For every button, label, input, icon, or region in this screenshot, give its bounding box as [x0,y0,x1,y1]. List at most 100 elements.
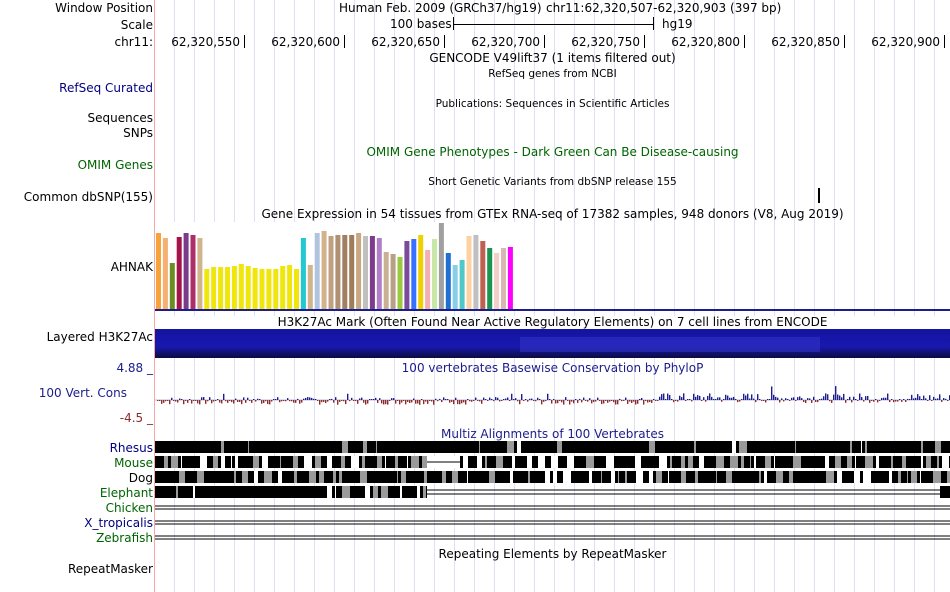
multiz-mismatch [365,486,370,498]
multiz-mismatch [699,456,704,468]
phylop-negative-bar [229,400,231,401]
phylop-negative-bar [585,400,587,401]
phylop-negative-bar [675,400,677,401]
multiz-mismatch [213,456,218,468]
gtex-tissue-bar [411,239,417,309]
phylop-positive-bar [933,396,935,400]
gencode-track-title[interactable]: GENCODE V49lift37 (1 items filtered out) [429,51,676,65]
multiz-mismatch [422,456,429,468]
phylop-positive-bar [833,394,835,400]
phylop-positive-bar [753,398,755,400]
phylop-negative-bar [633,400,635,402]
phylop-wiggle[interactable] [155,375,950,431]
phylop-negative-bar [471,400,473,402]
multiz-mismatch [730,456,738,468]
refseq-track-title[interactable]: RefSeq genes from NCBI [488,68,617,80]
species-rhesus[interactable]: Rhesus [109,441,153,455]
multiz-alignment[interactable] [155,441,950,546]
multiz-mismatch [264,471,272,483]
phylop-negative-bar [325,400,327,404]
phylop-negative-bar [763,400,765,401]
phylop-negative-bar [383,400,385,405]
gtex-track-title[interactable]: Gene Expression in 54 tissues from GTEx … [261,207,844,221]
phylop-positive-bar [791,397,793,400]
phylop-positive-bar [243,397,245,400]
phylop-positive-bar [515,398,517,400]
omim-track-label[interactable]: OMIM Genes [77,158,153,172]
publications-track-title[interactable]: Publications: Sequences in Scientific Ar… [435,98,670,110]
phylop-negative-bar [317,400,319,401]
multiz-mismatch [377,456,382,468]
phylop-negative-bar [685,400,687,401]
multiz-mismatch [333,471,336,483]
phylop-negative-bar [227,400,229,403]
phylop-negative-bar [293,400,295,403]
phylop-positive-bar [497,397,499,400]
repeatmasker-track-label[interactable]: RepeatMasker [67,562,153,576]
scale-bar [453,24,653,25]
phylop-positive-bar [203,397,205,400]
phylop-negative-bar [173,400,175,401]
refseq-track-label[interactable]: RefSeq Curated [59,81,153,95]
phylop-negative-bar [543,400,545,402]
phylop-negative-bar [425,400,427,402]
phylop-negative-bar [353,400,355,401]
phylop-negative-bar [327,400,329,402]
multiz-mismatch [606,456,614,468]
phylop-negative-bar [199,400,201,405]
phylop-negative-bar [737,400,739,403]
multiz-mismatch [477,456,482,468]
species-zebrafish[interactable]: Zebrafish [96,531,153,545]
snps-track-label[interactable]: SNPs [123,126,153,140]
phylop-negative-bar [441,400,443,403]
species-chicken[interactable]: Chicken [105,501,153,515]
h3k27ac-layer-light [520,337,820,352]
phylop-negative-bar [419,400,421,405]
phylop-track-title[interactable]: 100 vertebrates Basewise Conservation by… [401,361,704,375]
phylop-negative-bar [233,400,235,404]
multiz-track-title[interactable]: Multiz Alignments of 100 Vertebrates [440,427,665,441]
dbsnp-track-label[interactable]: Common dbSNP(155) [23,190,153,204]
snp-feature[interactable] [818,188,820,203]
phylop-negative-bar [251,400,253,403]
phylop-negative-bar [499,400,501,402]
phylop-negative-bar [673,400,675,403]
phylop-positive-bar [771,386,773,400]
multiz-aligned-block [155,486,427,498]
gtex-tissue-bar [314,233,320,309]
h3k27ac-track-label[interactable]: Layered H3K27Ac [46,330,153,344]
phylop-negative-bar [545,400,547,402]
multiz-mismatch [538,456,545,468]
ruler-tick-mark [544,35,545,48]
species-mouse[interactable]: Mouse [114,456,153,470]
multiz-mismatch [611,471,615,483]
repeatmasker-track-title[interactable]: Repeating Elements by RepeatMasker [438,547,667,561]
multiz-mismatch [825,456,829,468]
phylop-positive-bar [881,398,883,400]
species-dog[interactable]: Dog [128,471,153,485]
multiz-mismatch [649,471,653,483]
phylop-negative-bar [893,400,895,403]
species-x-tropicalis[interactable]: X_tropicalis [84,516,153,530]
phylop-negative-bar [169,400,171,405]
species-elephant[interactable]: Elephant [99,486,153,500]
multiz-mismatch [659,456,667,468]
phylop-negative-bar [615,400,617,405]
multiz-mismatch [774,456,775,468]
phylop-positive-bar [421,399,423,400]
gtex-tissue-bar [328,236,334,309]
omim-track-title[interactable]: OMIM Gene Phenotypes - Dark Green Can Be… [366,145,739,159]
h3k27ac-track-title[interactable]: H3K27Ac Mark (Often Found Near Active Re… [277,315,828,329]
sequences-track-label[interactable]: Sequences [87,111,153,125]
phylop-negative-bar [617,400,619,405]
phylop-positive-bar [553,399,555,400]
phylop-track-label[interactable]: 100 Vert. Cons [38,386,127,400]
multiz-mismatch [467,471,468,483]
phylop-negative-bar [449,400,451,403]
gtex-gene-label[interactable]: AHNAK [110,260,153,274]
phylop-negative-bar [623,400,625,401]
phylop-positive-bar [943,398,945,400]
dbsnp-track-title[interactable]: Short Genetic Variants from dbSNP releas… [428,176,677,188]
